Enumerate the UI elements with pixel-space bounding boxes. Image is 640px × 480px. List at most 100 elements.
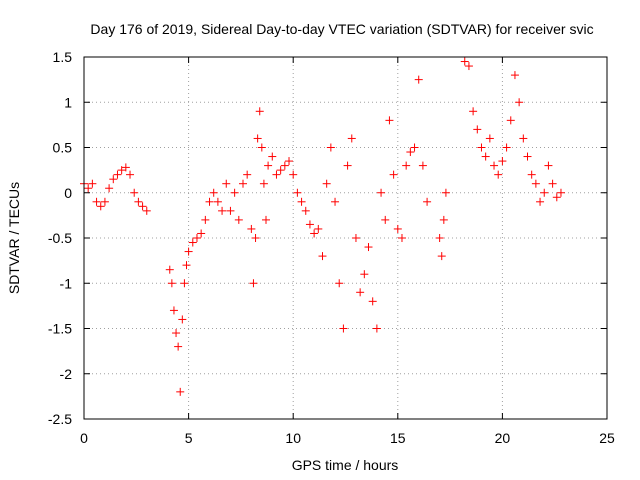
data-point	[397, 234, 406, 242]
y-tick-label: -1	[60, 275, 73, 291]
data-point	[477, 143, 486, 152]
data-point	[506, 116, 515, 125]
data-point	[184, 247, 193, 256]
data-point	[326, 143, 335, 152]
data-point	[531, 179, 540, 188]
data-point	[264, 161, 273, 170]
data-point	[464, 62, 473, 71]
data-point	[96, 202, 105, 211]
data-point	[414, 75, 423, 84]
data-point	[230, 188, 239, 197]
data-point	[393, 224, 402, 233]
data-point	[339, 324, 348, 333]
data-point	[515, 98, 524, 107]
data-point	[213, 197, 222, 206]
data-point	[293, 188, 302, 197]
data-point	[297, 197, 306, 206]
data-point	[360, 270, 369, 279]
data-point	[188, 238, 197, 247]
data-point	[335, 279, 344, 288]
data-point	[347, 134, 356, 143]
data-point	[552, 193, 561, 202]
data-point	[276, 166, 285, 175]
data-point	[92, 197, 101, 206]
data-point	[389, 170, 398, 179]
data-point	[262, 215, 271, 224]
data-point	[318, 252, 327, 261]
data-point	[372, 324, 381, 333]
data-point	[257, 143, 266, 152]
y-tick-label: -1.5	[48, 321, 72, 337]
data-point	[280, 161, 289, 170]
data-points	[80, 57, 565, 396]
data-point	[247, 224, 256, 233]
data-point	[527, 170, 536, 179]
y-tick-label: 0	[64, 185, 72, 201]
x-tick-label: 20	[495, 430, 511, 446]
data-point	[364, 243, 373, 252]
data-point	[310, 229, 319, 238]
data-point	[138, 202, 147, 211]
data-point	[165, 265, 174, 274]
data-point	[130, 188, 139, 197]
data-point	[197, 229, 206, 238]
data-point	[439, 215, 448, 224]
tick-layer: 0 5 10 15 20 25 -2.5 -2 -1.5 -1 -0.5 0 0.5 1 1.5	[48, 49, 615, 446]
data-point	[226, 206, 235, 215]
data-point	[285, 157, 294, 166]
data-point	[109, 175, 118, 184]
data-point	[556, 188, 565, 197]
y-tick-label: 1.5	[53, 49, 73, 65]
data-point	[178, 315, 187, 324]
y-tick-label: 1	[64, 94, 72, 110]
data-point	[289, 170, 298, 179]
data-point	[536, 197, 545, 206]
y-tick-label: -0.5	[48, 230, 72, 246]
data-point	[272, 170, 281, 179]
data-point	[88, 179, 97, 188]
data-point	[176, 387, 185, 396]
y-axis-label: SDTVAR / TECUs	[6, 182, 22, 294]
data-point	[249, 279, 258, 288]
data-point	[331, 197, 340, 206]
data-point	[234, 215, 243, 224]
data-point	[544, 161, 553, 170]
data-point	[222, 179, 231, 188]
data-point	[402, 161, 411, 170]
data-point	[351, 234, 360, 242]
y-tick-label: 0.5	[53, 140, 73, 156]
x-axis-label: GPS time / hours	[292, 457, 399, 473]
data-point	[469, 107, 478, 116]
data-point	[113, 170, 122, 179]
data-point	[142, 206, 151, 215]
data-point	[192, 234, 201, 242]
data-point	[381, 215, 390, 224]
data-point	[301, 206, 310, 215]
data-point	[356, 288, 365, 297]
data-point	[305, 220, 314, 229]
data-point	[117, 166, 126, 175]
data-point	[423, 197, 432, 206]
data-point	[134, 197, 143, 206]
x-tick-label: 0	[80, 430, 88, 446]
data-point	[377, 188, 386, 197]
data-point	[435, 234, 444, 242]
data-point	[268, 152, 277, 161]
data-point	[490, 161, 499, 170]
data-point	[498, 157, 507, 166]
data-point	[441, 188, 450, 197]
data-point	[502, 143, 511, 152]
data-point	[121, 163, 130, 172]
grid-layer	[84, 57, 607, 419]
data-point	[251, 234, 260, 242]
y-tick-label: -2	[60, 366, 73, 382]
data-point	[218, 206, 227, 215]
x-tick-label: 10	[285, 430, 301, 446]
data-point	[255, 107, 264, 116]
data-point	[169, 306, 178, 315]
data-point	[167, 279, 176, 288]
data-point	[510, 71, 519, 80]
data-point	[523, 152, 532, 161]
data-point	[126, 170, 135, 179]
